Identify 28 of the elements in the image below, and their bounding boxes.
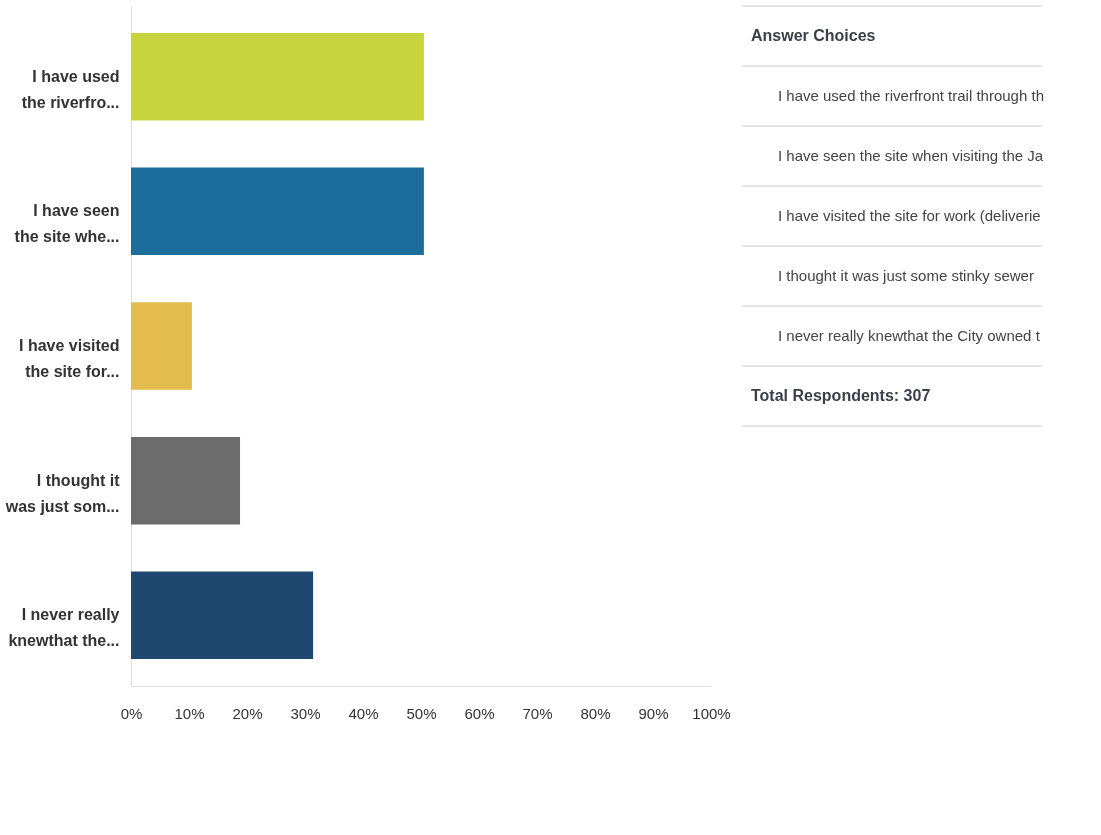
y-tick-label: I have visited the site for... xyxy=(19,337,120,380)
text: I never really knewthat the City owned t xyxy=(778,327,1041,344)
text: I have seen the site when visiting the Ja xyxy=(778,147,1044,164)
bar xyxy=(131,571,314,660)
text: Total Respondents: 307 xyxy=(751,387,931,404)
text: Answer Choices xyxy=(751,27,876,44)
bar xyxy=(131,32,424,121)
bar xyxy=(131,302,192,390)
y-tick-label: I have used the riverfro... xyxy=(21,67,120,111)
bar xyxy=(131,167,424,256)
text: I thought it was just some stinky sewer xyxy=(778,267,1034,284)
y-tick-label: I thought it was just som... xyxy=(4,471,121,515)
x-tick-label: 60% xyxy=(464,704,495,722)
x-tick-label: 100% xyxy=(692,704,731,722)
x-tick-label: 90% xyxy=(638,704,669,722)
x-tick-label: 30% xyxy=(290,704,321,722)
x-tick-label: 80% xyxy=(580,704,611,722)
text: I have used the riverfront trail through th xyxy=(778,87,1044,104)
x-tick-label: 50% xyxy=(406,704,437,722)
text: I have visited the site for work (deliverie xyxy=(778,207,1041,224)
x-tick-label: 40% xyxy=(348,704,379,722)
x-tick-label: 0% xyxy=(120,704,143,722)
y-tick-label: I have seen the site whe... xyxy=(14,202,120,246)
x-tick-label: 10% xyxy=(174,704,205,722)
y-tick-label: I never really knewthat the... xyxy=(8,606,120,650)
x-tick-label: 70% xyxy=(522,704,553,722)
x-tick-label: 20% xyxy=(232,704,263,722)
bar xyxy=(131,436,241,525)
